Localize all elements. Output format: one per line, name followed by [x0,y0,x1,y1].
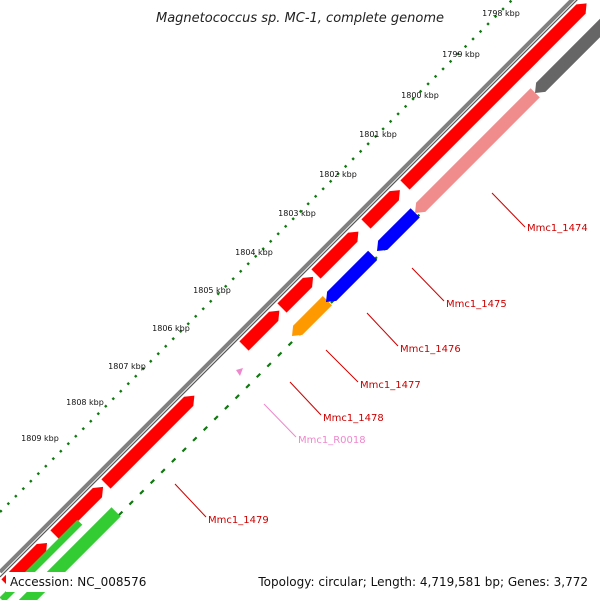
tick-label: 1807 kbp [108,362,146,371]
backbone-inner-line [0,0,578,578]
cds-forward [50,486,104,540]
gene-label: Mmc1_R0018 [298,435,366,446]
tick-label: 1805 kbp [193,286,231,295]
outer-scale-dots [0,0,514,513]
tick-label: 1806 kbp [152,324,190,333]
tick-label: 1798 kbp [482,9,520,18]
map-title: Magnetococcus sp. MC-1, complete genome [156,11,444,26]
cds-reverse-gray [535,18,600,93]
leader-line [289,381,322,416]
gene-label: Mmc1_1475 [446,299,507,310]
gene-label: Mmc1_1476 [400,344,461,355]
tick-label: 1809 kbp [21,434,59,443]
gene-label: Mmc1_1479 [208,515,269,526]
genome-summary-text: Topology: circular; Length: 4,719,581 bp… [254,572,592,592]
gene-label: Mmc1_1477 [360,380,421,391]
tick-label: 1804 kbp [235,248,273,257]
cds-mmc1-1474 [415,88,540,213]
tick-label: 1801 kbp [359,130,397,139]
leader-line [366,312,399,347]
tick-label: 1808 kbp [66,398,104,407]
leader-line [174,483,207,518]
gene-label: Mmc1_1474 [527,223,588,234]
cds-forward [400,50,540,190]
cds-mmc1-1478 [239,310,280,351]
cds-forward [101,395,195,489]
leader-line [411,267,445,302]
cds-mmc1-1476 [326,250,378,302]
cds-mmc1-1477 [292,296,332,336]
cds-forward [277,276,314,313]
gene-label: Mmc1_1478 [323,413,384,424]
leader-line [325,349,359,383]
backbone-line [0,0,575,574]
cds-forward [361,190,400,229]
accession-text: Accession: NC_008576 [6,572,151,592]
label-layer: Mmc1_1474 Mmc1_1475 Mmc1_1476 Mmc1_1477 Mmc1… [174,192,588,526]
tick-label: 1802 kbp [319,170,357,179]
backbone-layer [0,0,578,578]
tick-label: 1799 kbp [442,50,480,59]
cds-forward [518,3,587,72]
rna-mmc1-r0018 [236,368,243,376]
feature-layer [0,3,600,600]
cds-forward [311,231,359,279]
tick-label: 1803 kbp [278,209,316,218]
leader-line [263,403,297,438]
tick-label: 1800 kbp [401,91,439,100]
leader-line [491,192,526,228]
cds-mmc1-1475 [377,208,420,251]
